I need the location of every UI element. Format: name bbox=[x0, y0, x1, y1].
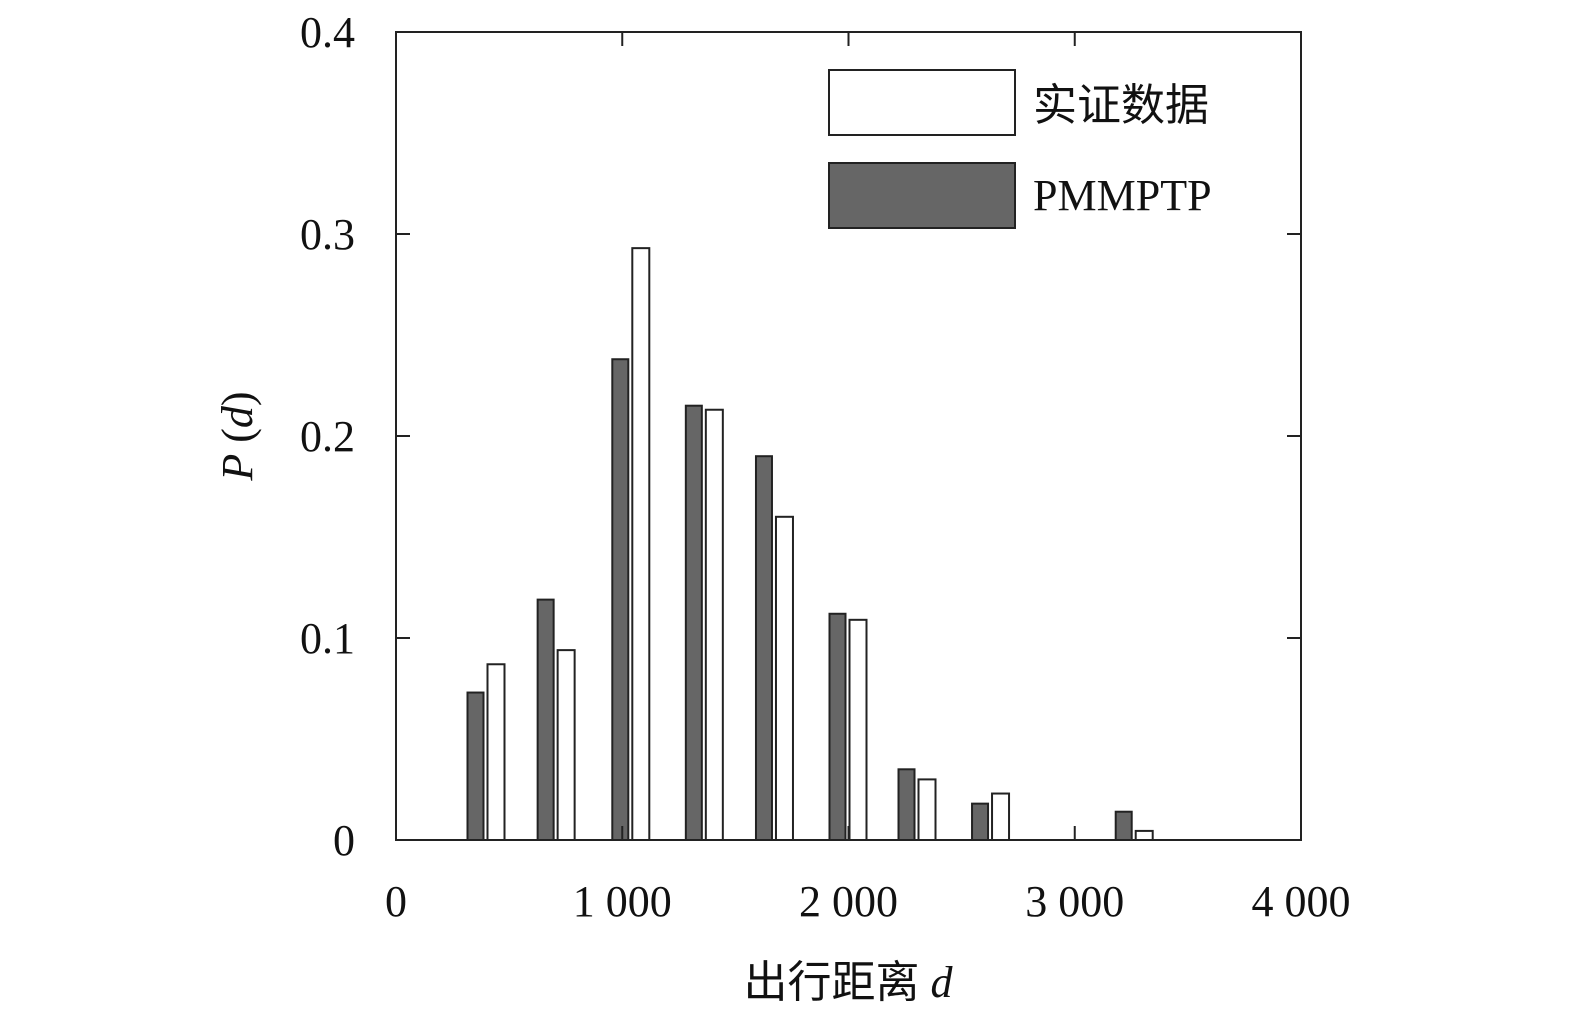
legend-label-empirical: 实证数据 bbox=[1033, 81, 1209, 130]
y-tick-label: 0 bbox=[333, 816, 355, 865]
bar-empirical bbox=[991, 792, 1011, 841]
bar-pmmptp bbox=[1114, 810, 1133, 841]
y-tick-label: 0.4 bbox=[300, 8, 355, 57]
bar-empirical bbox=[774, 515, 794, 841]
bar-empirical bbox=[556, 649, 576, 841]
bar-pmmptp bbox=[536, 598, 555, 841]
bar-pmmptp bbox=[971, 802, 990, 842]
x-axis-title: 出行距离 d bbox=[744, 958, 954, 1007]
legend-label-pmmptp: PMMPTP bbox=[1033, 171, 1212, 220]
bar-empirical bbox=[631, 247, 651, 841]
x-tick-label: 3 000 bbox=[1025, 877, 1124, 926]
y-tick-label: 0.2 bbox=[300, 412, 355, 461]
bar-empirical bbox=[848, 618, 868, 841]
legend-swatch-pmmptp bbox=[828, 162, 1016, 229]
x-axis-title-text: 出行距离 bbox=[744, 958, 920, 1007]
bar-pmmptp bbox=[466, 691, 485, 841]
ticks-layer: 0 0.1 0.2 0.3 0.4 0 1 000 2 000 3 000 4 000 bbox=[300, 8, 1351, 926]
bar-pmmptp bbox=[828, 612, 847, 842]
bar-pmmptp bbox=[754, 455, 773, 841]
bar-empirical bbox=[917, 778, 937, 842]
bar-empirical bbox=[704, 408, 724, 841]
y-axis-var-d: d bbox=[213, 405, 262, 428]
y-axis-title: P (d) bbox=[213, 391, 262, 481]
bar-pmmptp bbox=[897, 768, 916, 841]
y-axis-var-p: P bbox=[213, 454, 262, 482]
x-axis-var: d bbox=[931, 958, 954, 1007]
legend-swatch-empirical bbox=[828, 69, 1016, 136]
bar-pmmptp bbox=[684, 404, 703, 841]
bars-layer bbox=[466, 247, 1154, 842]
x-tick-label: 2 000 bbox=[799, 877, 898, 926]
x-tick-label: 1 000 bbox=[573, 877, 672, 926]
y-tick-label: 0.1 bbox=[300, 614, 355, 663]
x-tick-label: 4 000 bbox=[1252, 877, 1351, 926]
x-tick-label: 0 bbox=[385, 877, 407, 926]
legend: 实证数据 PMMPTP bbox=[828, 69, 1212, 229]
bar-pmmptp bbox=[611, 358, 630, 841]
bar-empirical bbox=[1134, 829, 1154, 841]
y-tick-label: 0.3 bbox=[300, 210, 355, 259]
bar-empirical bbox=[486, 663, 506, 842]
